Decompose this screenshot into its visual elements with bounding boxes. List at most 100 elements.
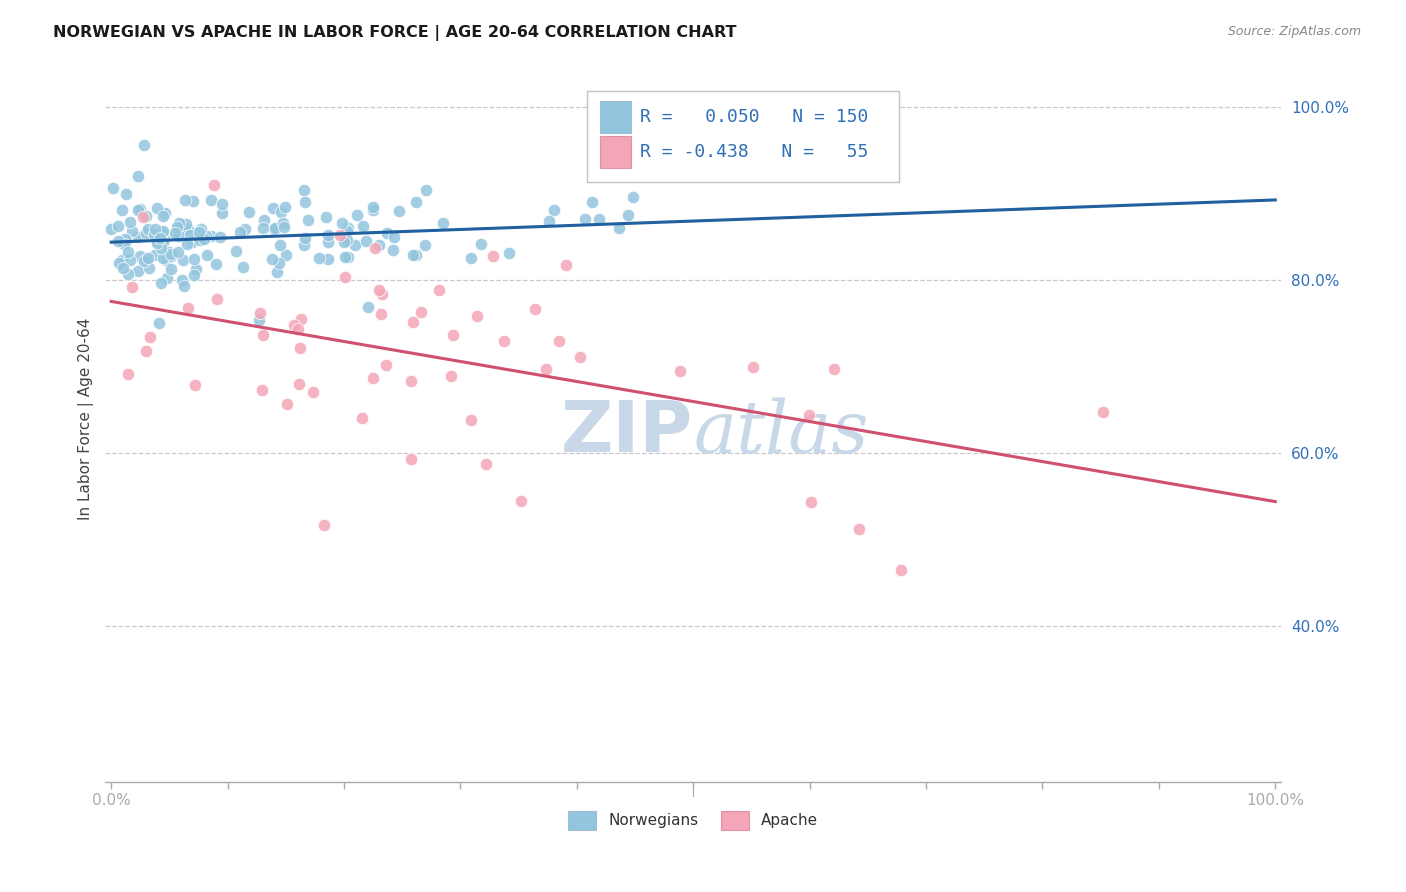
Point	[250, 383, 273, 397]
Point	[121, 280, 143, 294]
Point	[292, 183, 315, 197]
Point	[294, 194, 316, 209]
Point	[202, 178, 225, 193]
Point	[247, 313, 270, 327]
Point	[290, 312, 312, 326]
Point	[337, 250, 360, 264]
Point	[318, 235, 340, 249]
Point	[266, 265, 288, 279]
Point	[568, 350, 591, 364]
Point	[167, 228, 190, 243]
Point	[537, 214, 560, 228]
Point	[183, 268, 205, 283]
Point	[302, 384, 325, 399]
Point	[195, 229, 218, 244]
Point	[371, 286, 394, 301]
Point	[252, 328, 274, 343]
Point	[173, 222, 195, 236]
Point	[149, 230, 172, 244]
Point	[297, 212, 319, 227]
Point	[152, 251, 174, 265]
Point	[270, 205, 292, 219]
Point	[136, 252, 159, 267]
Point	[333, 251, 356, 265]
Point	[742, 359, 765, 374]
Point	[174, 193, 197, 207]
Point	[167, 244, 190, 259]
Point	[399, 452, 422, 467]
Point	[135, 344, 157, 359]
Point	[621, 190, 644, 204]
Point	[190, 221, 212, 235]
Point	[271, 216, 294, 230]
Point	[150, 276, 173, 290]
Point	[336, 233, 359, 247]
Point	[413, 238, 436, 252]
Point	[344, 237, 367, 252]
Point	[117, 244, 139, 259]
Point	[588, 211, 610, 226]
Point	[460, 413, 482, 427]
Point	[149, 241, 172, 255]
Point	[177, 222, 200, 236]
Point	[274, 248, 297, 262]
Point	[135, 209, 157, 223]
Point	[129, 202, 152, 216]
Point	[112, 237, 135, 252]
Point	[152, 232, 174, 246]
Point	[232, 260, 254, 274]
Point	[176, 236, 198, 251]
Text: ZIP: ZIP	[561, 399, 693, 467]
Point	[228, 226, 250, 240]
Point	[156, 271, 179, 285]
Point	[225, 244, 247, 258]
Point	[357, 300, 380, 314]
Point	[330, 216, 353, 230]
Point	[165, 227, 187, 241]
Point	[316, 227, 339, 242]
Point	[208, 230, 231, 244]
Point	[148, 316, 170, 330]
Point	[382, 243, 405, 257]
Point	[195, 248, 218, 262]
Point	[127, 202, 149, 217]
Text: NORWEGIAN VS APACHE IN LABOR FORCE | AGE 20-64 CORRELATION CHART: NORWEGIAN VS APACHE IN LABOR FORCE | AGE…	[53, 25, 737, 41]
Point	[166, 220, 188, 235]
Point	[264, 220, 287, 235]
Point	[333, 235, 356, 250]
Point	[136, 222, 159, 236]
Point	[387, 203, 409, 218]
Point	[249, 305, 271, 319]
Point	[375, 226, 398, 240]
Point	[112, 260, 135, 275]
Point	[337, 220, 360, 235]
Point	[136, 251, 159, 265]
Point	[127, 264, 149, 278]
Point	[188, 233, 211, 247]
Point	[405, 248, 427, 262]
Point	[1092, 405, 1115, 419]
Point	[152, 235, 174, 249]
Point	[669, 364, 692, 378]
Point	[346, 208, 368, 222]
Text: atlas: atlas	[693, 398, 869, 468]
Point	[617, 209, 640, 223]
Point	[181, 235, 204, 249]
Point	[114, 232, 136, 246]
Point	[482, 249, 505, 263]
Point	[287, 322, 309, 336]
Point	[581, 195, 603, 210]
Point	[316, 252, 339, 267]
Point	[800, 495, 823, 509]
Point	[364, 241, 387, 255]
Point	[494, 334, 516, 348]
Point	[233, 222, 256, 236]
Point	[409, 305, 432, 319]
Point	[177, 301, 200, 316]
Point	[523, 301, 546, 316]
Point	[415, 183, 437, 197]
Point	[174, 217, 197, 231]
Point	[823, 362, 845, 376]
Point	[262, 252, 284, 266]
Point	[118, 253, 141, 268]
